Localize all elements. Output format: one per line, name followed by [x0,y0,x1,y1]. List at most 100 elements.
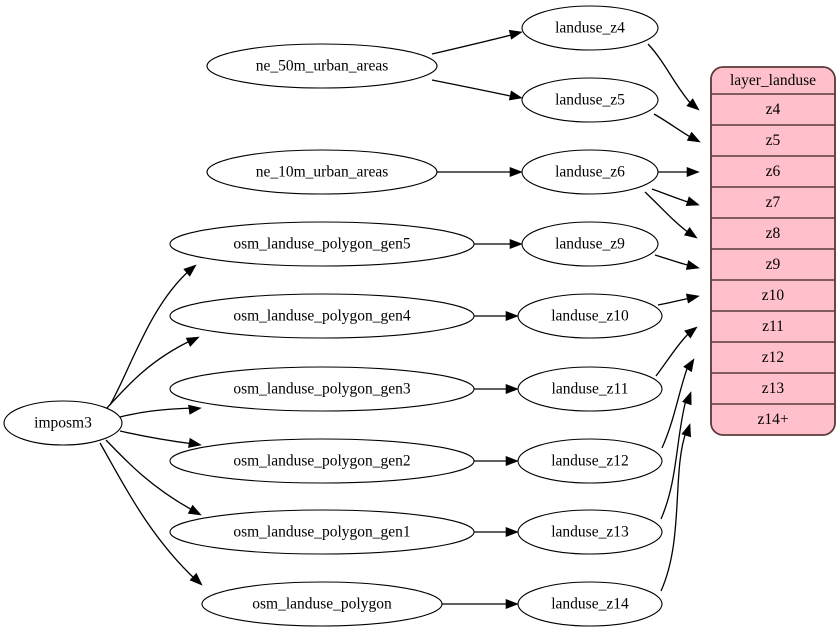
node-shape-layer [521,149,659,195]
edge-landuse_z11-to-table_z11 [655,326,698,377]
edge-line [654,254,692,267]
arrow-head-icon [505,383,519,395]
table-row-z8[interactable]: z8 [711,217,835,242]
edge-ne_50m_urban_areas-to-landuse_z4 [431,29,523,55]
arrow-head-icon [682,391,692,406]
node-landuse_z14[interactable]: landuse_z14 [517,581,663,627]
node-shape-source [169,509,475,555]
node-ne_10m_urban_areas[interactable]: ne_10m_urban_areas [206,149,438,195]
edge-ne_10m_urban_areas-to-landuse_z6 [437,166,523,178]
row-label: z10 [762,287,785,304]
edge-landuse_z9-to-table_z9 [654,254,700,270]
edge-ne_50m_urban_areas-to-landuse_z5 [431,79,523,101]
row-label: z5 [766,132,781,149]
node-osm_landuse_polygon_gen5[interactable]: osm_landuse_polygon_gen5 [169,221,475,267]
arrow-head-icon [188,437,202,448]
node-label: landuse_z13 [551,524,629,541]
node-imposm3[interactable]: imposm3 [3,400,123,446]
row-label: z8 [766,225,781,242]
node-ne_50m_urban_areas[interactable]: ne_50m_urban_areas [206,43,438,89]
table-row-z6[interactable]: z6 [711,155,835,180]
node-osm_landuse_polygon_gen2[interactable]: osm_landuse_polygon_gen2 [169,438,475,484]
arrow-head-icon [508,29,523,40]
edge-line [653,113,693,139]
edge-osm_landuse_polygon_gen1-to-landuse_z13 [474,526,519,538]
arrow-head-icon [686,98,700,111]
table-row-z12[interactable]: z12 [711,341,835,366]
node-label: landuse_z4 [555,20,625,37]
edge-osm_landuse_polygon_gen5-to-landuse_z9 [474,238,523,250]
node-label: osm_landuse_polygon_gen4 [233,308,411,325]
node-landuse_z12[interactable]: landuse_z12 [517,438,663,484]
node-landuse_z9[interactable]: landuse_z9 [521,221,659,267]
node-label: landuse_z10 [551,308,629,325]
arrow-head-icon [681,423,691,438]
node-shape-source [169,293,475,339]
node-shape-layer [517,438,663,484]
edge-landuse_z6-to-table_z6 [658,166,700,178]
edge-line [651,188,692,204]
arrow-head-icon [509,238,523,250]
node-label: landuse_z12 [551,453,628,470]
arrow-head-icon [686,131,701,143]
layer-landuse-table: layer_landuse z4 z5 z6 z7 z8 z9 z10 z11 z12 z13 z14… [710,66,836,436]
edge-line [99,442,197,581]
edge-line [644,191,690,234]
node-osm_landuse_polygon_gen3[interactable]: osm_landuse_polygon_gen3 [169,366,475,412]
edge-osm_landuse_polygon-to-landuse_z14 [442,598,519,610]
edge-imposm3-to-osm_landuse_polygon_gen4 [105,336,200,410]
table-row-z14plus[interactable]: z14+ [711,403,835,428]
table-row-z11[interactable]: z11 [711,310,835,335]
edge-landuse_z10-to-table_z10 [657,293,700,306]
node-osm_landuse_polygon_gen1[interactable]: osm_landuse_polygon_gen1 [169,509,475,555]
node-label: osm_landuse_polygon_gen5 [233,236,411,253]
node-landuse_z13[interactable]: landuse_z13 [517,509,663,555]
node-label: landuse_z6 [555,164,625,181]
edge-line [660,431,687,592]
edge-imposm3-to-osm_landuse_polygon_gen5 [109,264,197,406]
arrow-head-icon [509,166,523,178]
row-label: z14+ [757,411,788,428]
edge-line [655,331,691,377]
node-landuse_z6[interactable]: landuse_z6 [521,149,659,195]
node-landuse_z10[interactable]: landuse_z10 [517,293,663,339]
table-row-z5[interactable]: z5 [711,124,835,149]
edge-osm_landuse_polygon_gen4-to-landuse_z10 [474,310,519,322]
table-row-z7[interactable]: z7 [711,186,835,211]
arrow-head-icon [686,166,700,178]
node-landuse_z11[interactable]: landuse_z11 [517,366,663,412]
edge-line [661,365,689,449]
node-osm_landuse_polygon[interactable]: osm_landuse_polygon [201,581,443,627]
node-shape-layer [517,293,663,339]
edge-landuse_z5-to-table_z5 [653,113,701,143]
arrow-head-icon [683,226,698,239]
node-label: landuse_z5 [555,92,625,109]
arrow-head-icon [185,336,200,347]
table-header-cell[interactable]: layer_landuse [730,72,816,89]
table-row-z13[interactable]: z13 [711,372,835,397]
node-label: osm_landuse_polygon_gen2 [233,453,410,470]
row-label: z13 [762,380,785,397]
edge-line [660,399,687,520]
edge-line [105,439,195,512]
node-shape-layer [521,221,659,267]
node-label: osm_landuse_polygon_gen1 [233,524,410,541]
edge-line [119,407,195,418]
arrow-head-icon [183,264,197,277]
arrow-head-icon [685,260,700,270]
row-label: z9 [766,256,781,273]
node-osm_landuse_polygon_gen4[interactable]: osm_landuse_polygon_gen4 [169,293,475,339]
node-landuse_z5[interactable]: landuse_z5 [521,77,659,123]
edge-imposm3-to-osm_landuse_polygon_gen1 [105,439,202,516]
node-shape-source [169,221,475,267]
nodes-layer: imposm3 ne_50m_urban_areas ne_10m_urban_ar… [3,5,663,627]
arrow-head-icon [685,293,700,304]
table-row-z9[interactable]: z9 [711,248,835,273]
node-landuse_z4[interactable]: landuse_z4 [521,5,659,51]
table-row-z4[interactable]: z4 [711,93,835,118]
edge-landuse_z14-to-table_z14 [660,423,691,592]
row-label: z4 [766,101,781,118]
table-outline [710,66,836,436]
table-row-z10[interactable]: z10 [711,279,835,304]
arrow-head-icon [508,90,523,101]
